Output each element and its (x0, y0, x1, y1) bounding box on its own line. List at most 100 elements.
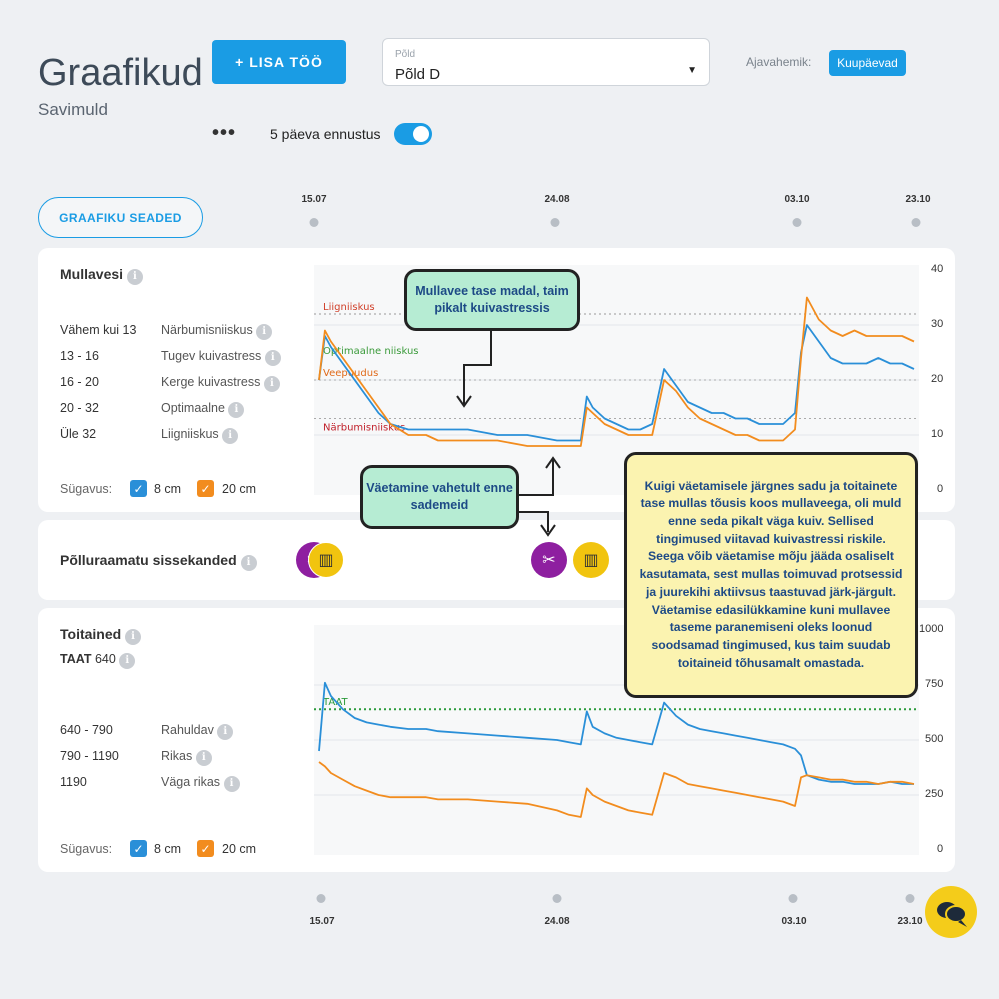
info-icon[interactable]: i (195, 750, 212, 766)
legend-name: Liigniiskus i (161, 427, 239, 444)
timeline-date: 15.07 (301, 194, 327, 205)
legend-range: 790 - 1190 (60, 749, 119, 763)
timeline-dot[interactable] (550, 218, 560, 227)
y-tick: 750 (925, 678, 944, 690)
timeline-date: 03.10 (781, 916, 807, 927)
info-icon[interactable]: i (256, 324, 273, 340)
toggle-knob (413, 126, 429, 142)
series-line-20cm[interactable] (318, 296, 915, 447)
info-icon[interactable]: i (222, 428, 239, 444)
info-icon[interactable]: i (217, 724, 234, 740)
y-tick: 1000 (919, 623, 944, 635)
fieldbook-title: Põlluraamatu sissekanded i (60, 552, 257, 571)
forecast-label: 5 päeva ennustus (270, 126, 381, 142)
series-line-8cm[interactable] (318, 681, 914, 785)
depth-20cm-checkbox[interactable]: ✓ (197, 480, 214, 497)
threshold-label: Närbumisniiskus (323, 423, 405, 434)
series-line-20cm[interactable] (318, 761, 915, 818)
info-icon[interactable]: i (126, 269, 143, 285)
callout-fertilizing: Väetamine vahetult enne sademeid (360, 465, 519, 529)
legend-name: Väga rikas i (161, 775, 240, 792)
timeline-dot[interactable] (316, 894, 326, 903)
y-tick: 10 (931, 428, 944, 440)
depth-8cm-checkbox[interactable]: ✓ (130, 480, 147, 497)
depth-label: Sügavus: (60, 482, 113, 496)
legend-range: Üle 32 (60, 427, 97, 441)
info-icon[interactable]: i (264, 350, 281, 366)
chevron-down-icon: ▼ (687, 65, 697, 76)
depth-8cm-label: 8 cm (154, 482, 182, 496)
legend-name: Tugev kuivastress i (161, 349, 281, 366)
field-select-label: Põld (395, 49, 416, 60)
depth-20cm-label: 20 cm (222, 482, 257, 496)
timeline-dot[interactable] (792, 218, 802, 227)
timeline-dot[interactable] (309, 218, 319, 227)
nutrients-title: Toitained i (60, 626, 142, 645)
info-icon[interactable]: i (119, 653, 136, 669)
depth-label: Sügavus: (60, 842, 113, 856)
legend-range: 20 - 32 (60, 401, 99, 415)
info-icon[interactable]: i (240, 555, 257, 571)
field-select[interactable]: Põld Põld D ▼ (382, 38, 710, 86)
timeline-date: 03.10 (784, 194, 810, 205)
taat-value: TAAT 640 i (60, 652, 136, 669)
legend-name: Optimaalne i (161, 401, 245, 418)
timeline-dot[interactable] (911, 218, 921, 227)
chart-settings-button[interactable]: GRAAFIKU SEADED (38, 197, 203, 238)
chat-icon[interactable] (925, 886, 977, 938)
y-tick: 500 (925, 733, 944, 745)
legend-name: Rikas i (161, 749, 212, 766)
field-select-value: Põld D (395, 66, 441, 83)
legend-name: Rahuldav i (161, 723, 234, 740)
threshold-label: Liigniiskus (323, 302, 375, 313)
info-icon[interactable]: i (263, 376, 280, 392)
soil-water-title: Mullavesi i (60, 266, 143, 285)
timeline-date: 24.08 (544, 916, 570, 927)
irrigation-icon[interactable]: ▥ (573, 542, 609, 578)
forecast-toggle[interactable] (394, 123, 432, 145)
page-subtitle: Savimuld (38, 100, 108, 119)
depth-8cm-checkbox[interactable]: ✓ (130, 840, 147, 857)
page-title: Graafikud (38, 52, 203, 94)
threshold-label: Optimaalne niiskus (323, 346, 419, 357)
legend-range: 1190 (60, 775, 87, 789)
timeline-dot[interactable] (788, 894, 798, 903)
more-dots-icon[interactable]: ••• (212, 122, 237, 144)
legend-name: Kerge kuivastress i (161, 375, 280, 392)
timeline-dot[interactable] (905, 894, 915, 903)
y-tick: 0 (937, 483, 944, 495)
timeline-date: 23.10 (905, 194, 931, 205)
range-label: Ajavahemik: (746, 55, 812, 69)
timeline-date: 15.07 (309, 916, 335, 927)
legend-name: Närbumisniiskus i (161, 323, 273, 340)
series-line-8cm[interactable] (318, 324, 915, 442)
depth-8cm-label: 8 cm (154, 842, 182, 856)
y-tick: 40 (931, 263, 944, 275)
y-tick: 0 (937, 843, 944, 855)
legend-range: Vähem kui 13 (60, 323, 137, 337)
threshold-label: TAAT (322, 697, 349, 708)
info-icon[interactable]: i (125, 629, 142, 645)
legend-range: 13 - 16 (60, 349, 99, 363)
add-work-button[interactable]: + LISA TÖÖ (212, 40, 346, 84)
fertilizer-icon[interactable]: ✂ (531, 542, 567, 578)
irrigation-icon[interactable]: ▥ (308, 542, 344, 578)
timeline-dot[interactable] (552, 894, 562, 903)
info-icon[interactable]: i (228, 402, 245, 418)
y-tick: 30 (931, 318, 944, 330)
y-tick: 250 (925, 788, 944, 800)
timeline-date: 24.08 (544, 194, 570, 205)
depth-20cm-checkbox[interactable]: ✓ (197, 840, 214, 857)
depth-20cm-label: 20 cm (222, 842, 257, 856)
legend-range: 16 - 20 (60, 375, 99, 389)
timeline-date: 23.10 (897, 916, 923, 927)
legend-range: 640 - 790 (60, 723, 113, 737)
callout-water-low: Mullavee tase madal, taim pikalt kuivast… (404, 269, 580, 331)
nutrients-chart: TAAT (314, 681, 919, 818)
range-button[interactable]: Kuupäevad (829, 50, 906, 76)
callout-explanation: Kuigi väetamisele järgnes sadu ja toitai… (624, 452, 918, 698)
info-icon[interactable]: i (223, 776, 240, 792)
y-tick: 20 (931, 373, 944, 385)
